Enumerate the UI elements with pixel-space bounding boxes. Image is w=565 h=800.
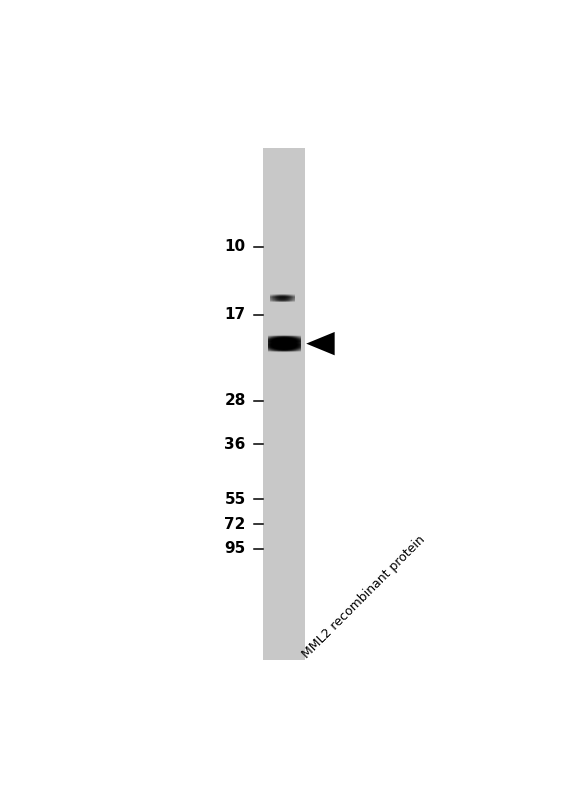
Text: 95: 95 — [224, 542, 246, 556]
Text: 10: 10 — [225, 239, 246, 254]
Bar — [263, 148, 305, 660]
Text: 36: 36 — [224, 437, 246, 451]
Text: 72: 72 — [224, 517, 246, 532]
Polygon shape — [306, 332, 334, 355]
Text: 17: 17 — [225, 307, 246, 322]
Text: 55: 55 — [224, 492, 246, 507]
Text: MML2 recombinant protein: MML2 recombinant protein — [300, 533, 428, 661]
Text: 28: 28 — [224, 394, 246, 409]
